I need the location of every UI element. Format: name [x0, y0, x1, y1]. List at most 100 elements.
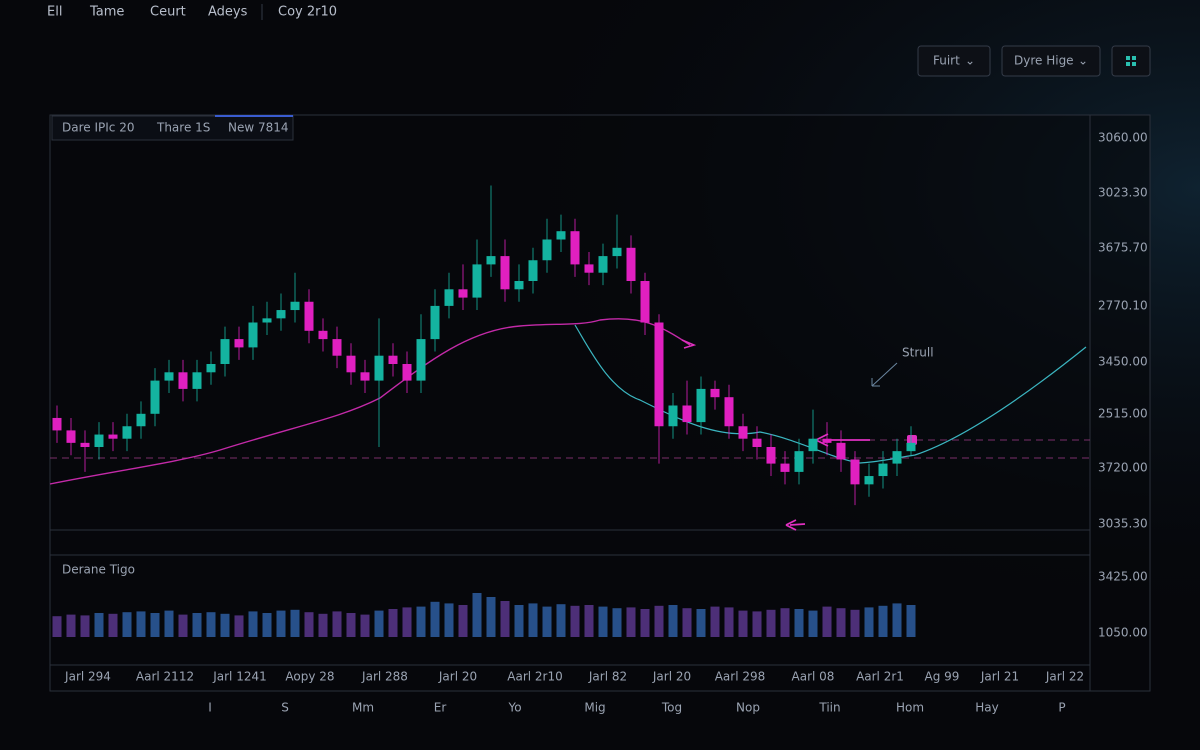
candle-body [864, 476, 874, 485]
volume-bar [808, 610, 818, 637]
candle-body [52, 417, 62, 431]
arrow [785, 519, 806, 531]
candle-body [794, 451, 804, 472]
period-label: Hay [975, 701, 998, 715]
volume-bar [94, 613, 104, 637]
price-label: 2515.00 [1098, 407, 1148, 421]
date-label: Aarl 2r10 [507, 670, 562, 684]
candle-body [878, 463, 888, 477]
period-label: Tiin [818, 701, 840, 715]
chart-frame [49, 114, 1151, 692]
candle-body [206, 364, 216, 373]
volume-bar [598, 606, 608, 637]
volume-bar [416, 606, 426, 637]
volume-bar [752, 611, 762, 637]
price-label: 2770.10 [1098, 299, 1148, 313]
volume-bar [528, 603, 538, 637]
price-label: 3035.30 [1098, 517, 1148, 531]
date-label: Jarl 288 [361, 670, 408, 684]
menu-item[interactable]: Tame [89, 5, 124, 20]
volume-bar [556, 604, 566, 637]
date-label: Jarl 82 [588, 670, 627, 684]
toolbar: Ell Tame Ceurt Adeys Coy 2r10 [47, 4, 337, 20]
period-label: P [1058, 701, 1065, 715]
marker [907, 435, 917, 445]
candle-body [122, 426, 132, 439]
candle-body [584, 264, 594, 273]
volume-bar [220, 613, 230, 637]
period-label: Nop [736, 701, 760, 715]
volume-bar [360, 614, 370, 637]
volume-bar [850, 609, 860, 637]
volume-bar [710, 606, 720, 637]
date-label: Aarl 2112 [136, 670, 194, 684]
menu-item[interactable]: Coy 2r10 [278, 5, 337, 20]
candle-body [598, 256, 608, 273]
volume-bar [374, 610, 384, 637]
tab[interactable]: Dare IPIc 20 [62, 121, 134, 135]
pane-title: Derane Tigo [62, 563, 135, 577]
volume-bar [584, 605, 594, 637]
annotation-arrow [871, 362, 898, 387]
tab[interactable]: Thare 1S [156, 121, 210, 135]
candle-body [136, 413, 146, 427]
date-label: Ag 99 [925, 670, 960, 684]
volume-bar [346, 613, 356, 637]
candle-body [612, 247, 622, 257]
volume-bar [892, 603, 902, 637]
date-label: Jarl 1241 [212, 670, 267, 684]
price-label: 3060.00 [1098, 131, 1148, 145]
period-label: I [208, 701, 212, 715]
candle-body [402, 364, 412, 381]
dropdown-label: Dyre Hige [1014, 54, 1074, 68]
volume-bar [878, 605, 888, 637]
volume-bar [276, 610, 286, 637]
candle-body [500, 256, 510, 290]
candle-body [416, 339, 426, 381]
volume-bar [234, 615, 244, 637]
chevron: ⌄ [1078, 54, 1088, 68]
tab[interactable]: New 7814 [228, 121, 289, 135]
menu-item[interactable]: Ceurt [150, 5, 186, 20]
volume-bar [472, 593, 482, 637]
date-label: Jarl 20 [438, 670, 477, 684]
volume-bar [696, 609, 706, 637]
volume-bar [570, 605, 580, 637]
volume-bar [500, 601, 510, 637]
dropdown[interactable] [1001, 45, 1101, 77]
candle-body [178, 372, 188, 389]
menu-item[interactable]: Adeys [208, 5, 248, 20]
candle-body [486, 256, 496, 265]
date-label: Aopy 28 [285, 670, 334, 684]
candle-body [514, 281, 524, 290]
candle-body [808, 438, 818, 452]
price-label: 3720.00 [1098, 461, 1148, 475]
dropdown[interactable] [917, 45, 991, 77]
volume-bar [108, 613, 118, 637]
arrow [681, 339, 697, 349]
dropdown-label: Fuirt [933, 54, 960, 68]
volume-bar [738, 610, 748, 637]
candle-body [430, 305, 440, 340]
volume-bar [724, 607, 734, 637]
volume-bar [178, 614, 188, 637]
volume-bar [864, 607, 874, 637]
grid-button[interactable] [1111, 45, 1151, 77]
candle-body [304, 301, 314, 331]
date-label: Jarl 21 [980, 670, 1019, 684]
annotation: Strull [902, 346, 934, 360]
period-label: Er [434, 701, 447, 715]
volume-label: 1050.00 [1098, 626, 1148, 640]
candle-body [150, 380, 160, 414]
volume-bar [612, 608, 622, 637]
arrow [815, 433, 870, 447]
menu-item[interactable]: Ell [47, 5, 62, 20]
candle-body [94, 434, 104, 447]
volume-bar [430, 601, 440, 637]
volume-bar [626, 607, 636, 637]
candle-body [80, 442, 90, 447]
candle-body [710, 388, 720, 398]
volume-bar [682, 608, 692, 637]
volume-bar [248, 611, 258, 637]
